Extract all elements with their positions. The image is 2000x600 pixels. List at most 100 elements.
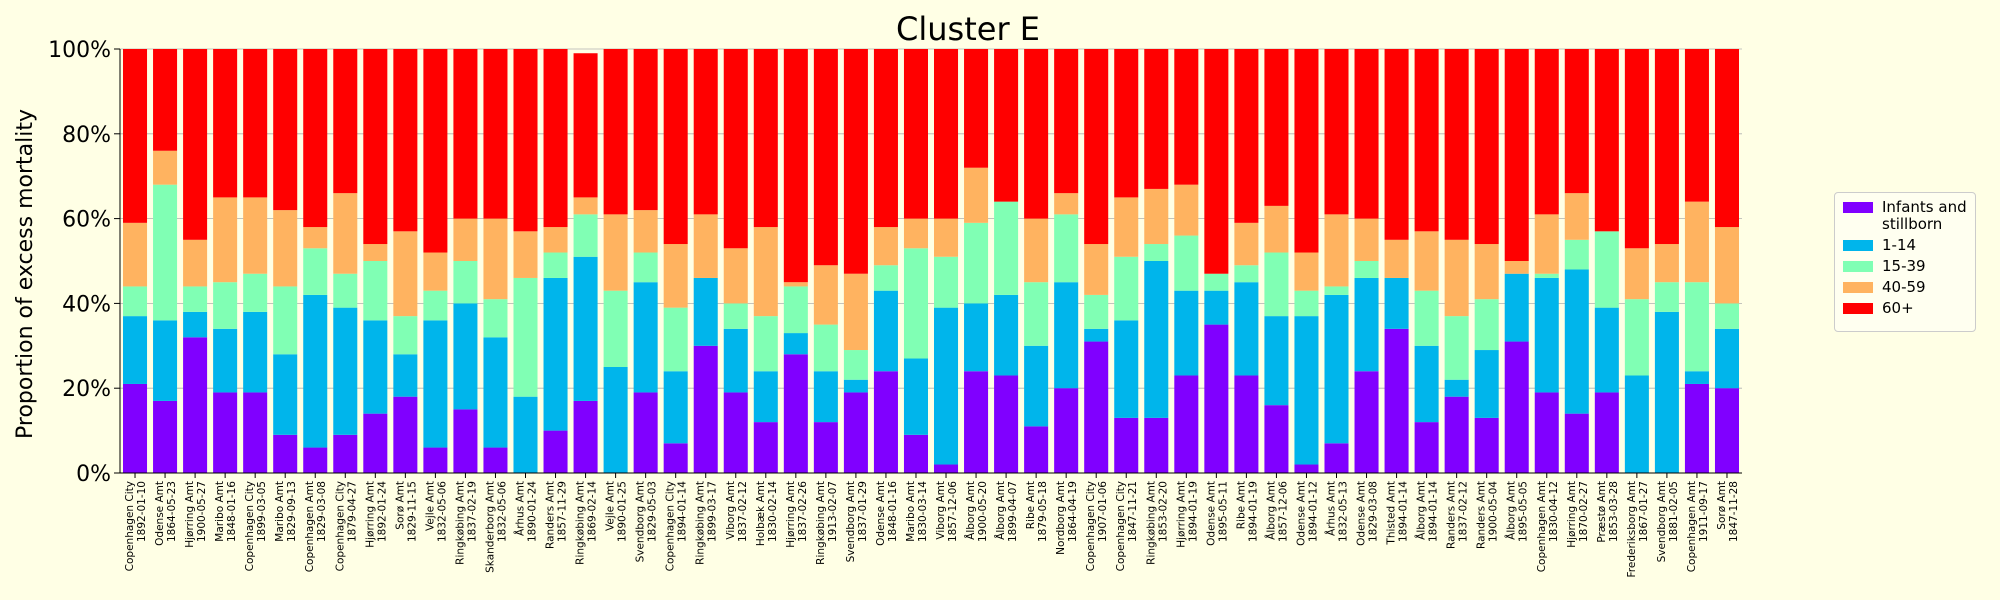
x-tick-label: Odense Amt1895-05-11 <box>1205 481 1229 546</box>
bar-segment <box>964 49 989 168</box>
bar-segment <box>123 383 148 473</box>
bar-segment <box>603 290 628 367</box>
x-tick-label: Skanderborg Amt1832-05-06 <box>484 481 508 573</box>
bar-segment <box>1264 49 1289 206</box>
bar-segment <box>1684 201 1709 283</box>
bar-segment <box>964 371 989 473</box>
x-tick-label: Randers Amt1837-02-12 <box>1446 481 1470 549</box>
bar-segment <box>273 210 298 287</box>
bar-segment <box>1414 49 1439 232</box>
bar-segment <box>1234 265 1259 283</box>
x-tick-label: Svendborg Amt1837-01-29 <box>845 481 869 562</box>
bar-segment <box>363 413 388 473</box>
x-tick-label: Hjørring Amt1870-02-27 <box>1566 481 1590 548</box>
bar-segment <box>663 443 688 473</box>
bar-segment <box>873 49 898 228</box>
bar-segment <box>1384 328 1409 473</box>
bar-segment <box>1144 261 1169 418</box>
bar-segment <box>453 49 478 219</box>
bar-segment <box>1714 227 1739 304</box>
bar-segment <box>213 49 238 198</box>
bar-segment <box>1444 396 1469 473</box>
bar-segment <box>1144 188 1169 245</box>
bar-segment <box>1174 49 1199 185</box>
x-tick-label: Vejle Amt1890-01-25 <box>605 481 629 542</box>
bar-segment <box>363 261 388 321</box>
bar-segment <box>783 333 808 355</box>
bar-segment <box>393 231 418 317</box>
x-tick-label: Svendborg Amt1881-02-05 <box>1656 481 1680 562</box>
bar-segment <box>1324 49 1349 215</box>
x-tick-label: Copenhagen City1879-04-27 <box>334 481 358 571</box>
x-tick-label: Copenhagen City1892-01-10 <box>124 481 148 571</box>
legend-label: 1-14 <box>1882 236 1917 254</box>
bar-segment <box>1384 239 1409 278</box>
bar-segment <box>1414 422 1439 473</box>
bar-segment <box>573 214 598 257</box>
bar-segment <box>663 244 688 308</box>
bar-segment <box>873 227 898 266</box>
bar-segment <box>303 248 328 295</box>
bar-segment <box>1024 426 1049 473</box>
x-tick-label: Maribo Amt1830-03-14 <box>905 481 929 542</box>
bar-segment <box>1054 49 1079 194</box>
x-tick-label: Ringkøbing Amt1853-02-20 <box>1145 481 1169 565</box>
bar-segment <box>303 227 328 249</box>
y-axis-label: Proportion of excess mortality <box>13 109 38 439</box>
bar-segment <box>1234 282 1259 376</box>
bar-segment <box>1324 214 1349 287</box>
bar-segment <box>423 252 448 291</box>
bar-segment <box>1054 388 1079 473</box>
bar-segment <box>1174 290 1199 376</box>
bar-segment <box>1414 290 1439 346</box>
bar-segment <box>1384 49 1409 240</box>
bar-segment <box>783 282 808 287</box>
bar-segment <box>934 49 959 219</box>
x-tick-label: Maribo Amt1829-09-13 <box>274 481 298 542</box>
bar-segment <box>513 396 538 473</box>
bar-segment <box>723 303 748 329</box>
legend-item: 40-59 <box>1843 279 1967 296</box>
bar-segment <box>964 167 989 223</box>
bar-segment <box>183 337 208 473</box>
bar-segment <box>1474 350 1499 418</box>
bar-segment <box>423 49 448 253</box>
bar-segment <box>1504 261 1529 274</box>
bar-segment <box>543 49 568 228</box>
legend-item: 1-14 <box>1843 237 1967 254</box>
bar-segment <box>1504 273 1529 342</box>
bar-segment <box>723 248 748 304</box>
bar-segment <box>813 265 838 325</box>
bar-segment <box>1474 244 1499 300</box>
bar-segment <box>243 273 268 312</box>
bar-segment <box>693 214 718 278</box>
bar-segment <box>994 294 1019 376</box>
legend-item: 15-39 <box>1843 258 1967 275</box>
bars <box>123 49 1739 473</box>
bar-segment <box>1714 49 1739 228</box>
bar-segment <box>303 447 328 473</box>
x-tick-label: Ribe Amt1879-05-18 <box>1025 481 1049 542</box>
legend-item: 60+ <box>1843 300 1967 317</box>
bar-segment <box>123 222 148 287</box>
bar-segment <box>1534 273 1559 278</box>
bar-segment <box>1234 222 1259 266</box>
bar-segment <box>1534 49 1559 215</box>
bar-segment <box>843 392 868 473</box>
bar-segment <box>393 316 418 355</box>
bar-segment <box>813 371 838 423</box>
bar-segment <box>1324 286 1349 295</box>
bar-segment <box>1054 282 1079 389</box>
bar-segment <box>1114 320 1139 418</box>
bar-segment <box>303 49 328 228</box>
x-tick-label: Randers Amt1857-11-29 <box>545 481 569 549</box>
bar-segment <box>1624 299 1649 376</box>
bar-segment <box>994 375 1019 473</box>
bar-segment <box>1564 239 1589 270</box>
bar-segment <box>1414 231 1439 291</box>
bar-segment <box>1414 345 1439 423</box>
y-tick-label: 20% <box>62 377 111 402</box>
bar-segment <box>393 396 418 473</box>
x-tick-label: Ringkøbing Amt1899-03-17 <box>695 481 719 565</box>
x-tick-label: Århus Amt1890-01-24 <box>514 481 539 542</box>
